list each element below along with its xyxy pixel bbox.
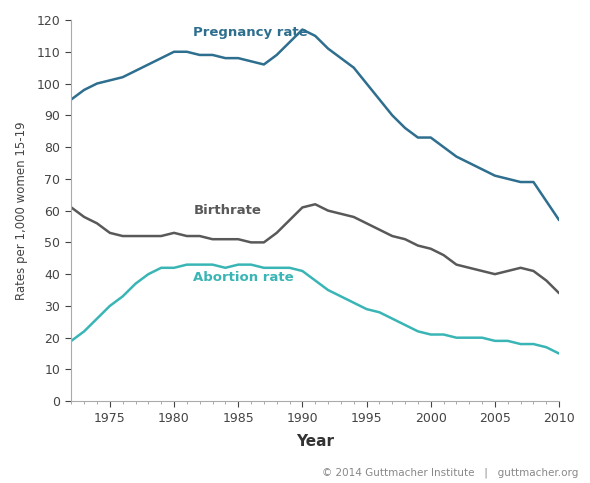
Text: Birthrate: Birthrate — [194, 204, 261, 217]
Y-axis label: Rates per 1,000 women 15-19: Rates per 1,000 women 15-19 — [15, 121, 28, 300]
Text: © 2014 Guttmacher Institute   |   guttmacher.org: © 2014 Guttmacher Institute | guttmacher… — [322, 468, 578, 478]
Text: Abortion rate: Abortion rate — [194, 270, 294, 284]
X-axis label: Year: Year — [296, 434, 334, 449]
Text: Pregnancy rate: Pregnancy rate — [194, 26, 308, 39]
